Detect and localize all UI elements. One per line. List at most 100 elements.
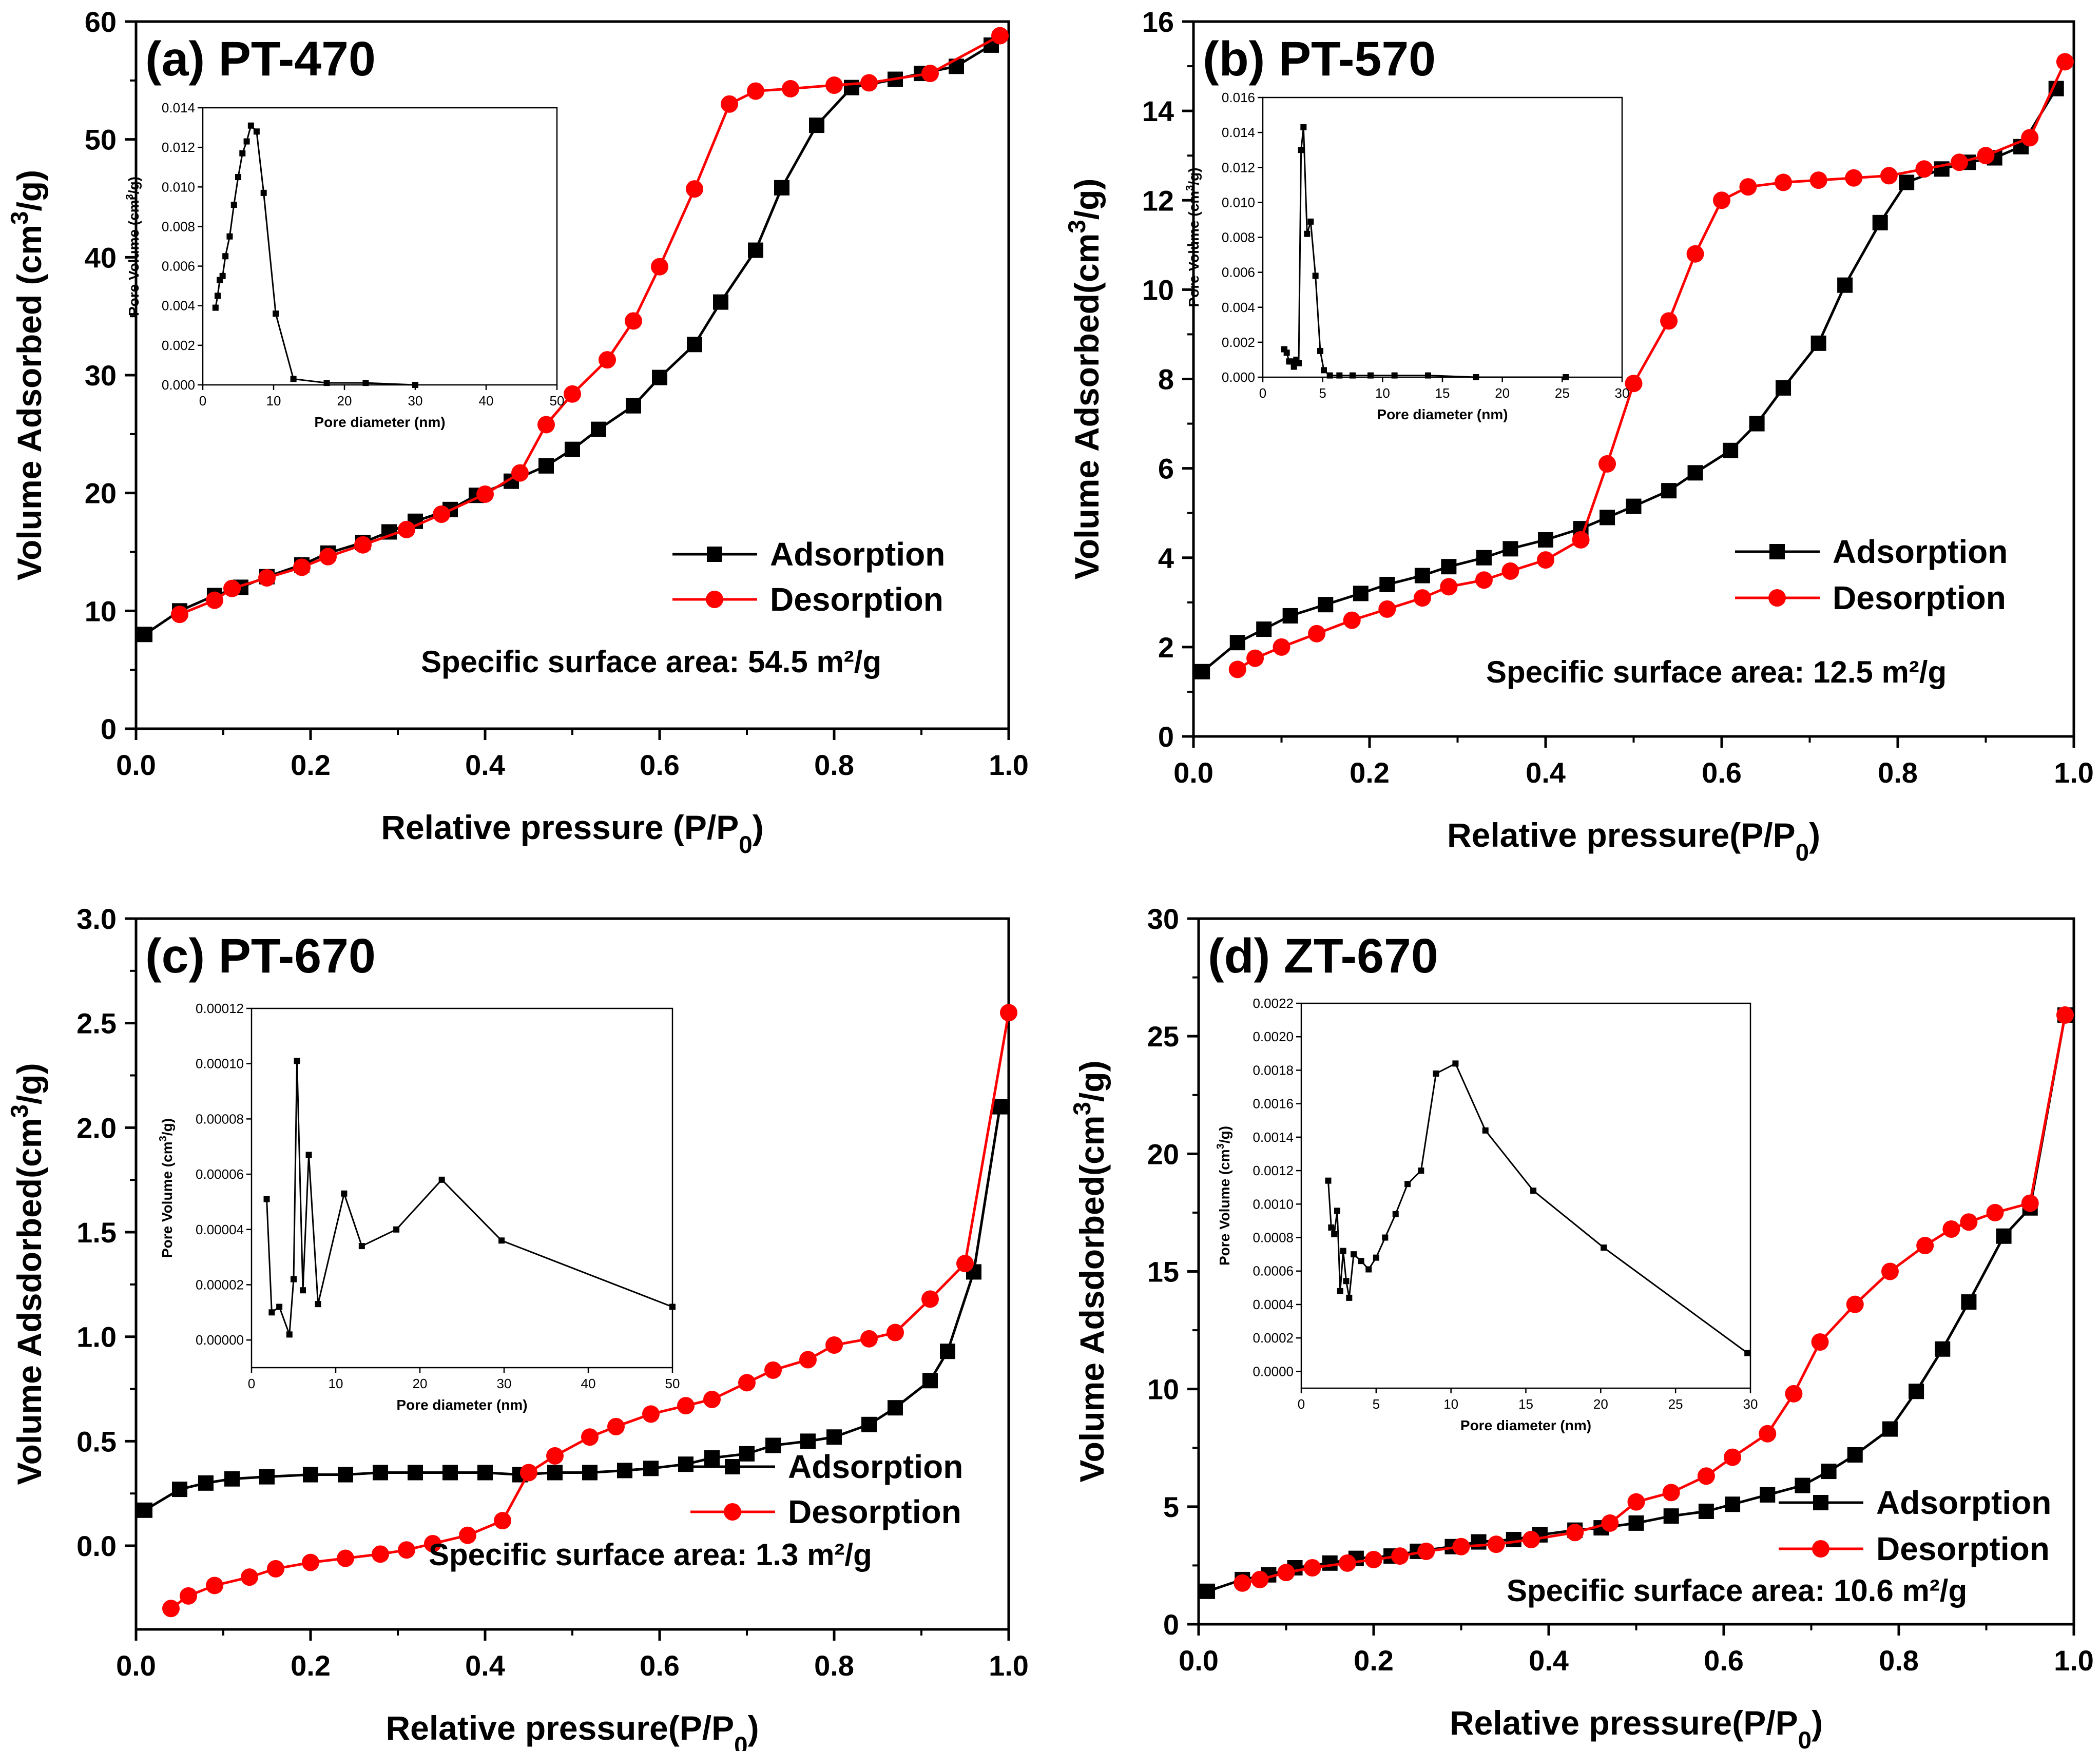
data-point: [338, 1467, 353, 1483]
inset-data-point: [1425, 372, 1431, 379]
data-point: [1809, 171, 1827, 189]
inset-data-point: [219, 273, 226, 279]
data-point: [2021, 129, 2039, 147]
inset-x-tick-label: 40: [581, 1376, 596, 1391]
inset-data-point: [1317, 347, 1323, 354]
inset-y-axis-title: Pore Volume (cm3/g): [158, 1118, 175, 1258]
data-point: [224, 1471, 240, 1487]
inset-data-point: [1530, 1188, 1537, 1194]
inset-y-tick-label: 0.014: [1222, 125, 1255, 140]
inset-y-tick-label: 0.0004: [1253, 1297, 1294, 1312]
y-tick-label: 16: [1142, 6, 1174, 38]
inset-data-point: [1300, 124, 1307, 130]
inset-x-tick-label: 10: [1375, 385, 1390, 401]
series-desorption: [1228, 53, 2074, 678]
data-point: [1725, 1496, 1741, 1512]
y-tick-label: 14: [1142, 95, 1174, 127]
legend-marker: [1813, 1495, 1828, 1510]
inset-x-axis-title: Pore diameter (nm): [1460, 1417, 1591, 1433]
data-point: [1698, 1504, 1714, 1519]
legend-marker: [1769, 544, 1785, 559]
inset-x-tick-label: 0: [1298, 1396, 1305, 1412]
data-point: [354, 536, 372, 554]
data-point: [677, 1397, 695, 1415]
data-point: [1811, 1333, 1829, 1351]
data-point: [643, 1461, 659, 1476]
inset-y-tick-label: 0.0014: [1253, 1130, 1294, 1145]
inset-x-tick-label: 20: [1495, 385, 1510, 401]
data-point: [1837, 277, 1853, 293]
data-point: [547, 1465, 563, 1481]
inset-x-tick-label: 15: [1435, 385, 1450, 401]
data-point: [1881, 1262, 1899, 1280]
inset-data-point: [1328, 1224, 1335, 1231]
inset-data-point: [1601, 1244, 1607, 1251]
series-adsorption: [137, 1099, 1008, 1518]
data-point: [459, 1526, 476, 1544]
data-point: [223, 579, 241, 597]
series-line: [144, 44, 992, 636]
data-point: [1760, 1487, 1776, 1503]
data-point: [1338, 1554, 1356, 1572]
data-point: [625, 312, 642, 330]
data-point: [686, 180, 703, 198]
inset-data-point: [1343, 1278, 1350, 1285]
y-tick-label: 0: [101, 713, 117, 745]
inset-y-tick-label: 0.0006: [1253, 1263, 1294, 1279]
inset-data-point: [1288, 358, 1295, 365]
panel-title: (b) PT-570: [1203, 32, 1436, 86]
inset-data-point: [1473, 374, 1479, 380]
inset-x-tick-label: 0: [1259, 385, 1266, 401]
data-point: [1810, 335, 1826, 351]
y-tick-label: 0: [1163, 1608, 1179, 1641]
data-point: [703, 1390, 721, 1408]
data-point: [1915, 160, 1933, 178]
x-tick-label: 0.0: [1173, 756, 1213, 789]
x-axis-title: Relative pressure (P/P0): [381, 808, 763, 859]
x-tick-label: 1.0: [2054, 756, 2094, 789]
inset-y-tick-label: 0.00000: [196, 1332, 244, 1348]
data-point: [1625, 375, 1643, 393]
data-point: [1723, 442, 1739, 458]
inset-x-tick-label: 50: [665, 1376, 680, 1391]
data-point: [844, 80, 859, 95]
x-tick-label: 0.4: [1526, 756, 1566, 789]
data-point: [1713, 191, 1730, 209]
data-point: [713, 294, 728, 310]
data-point: [651, 258, 668, 276]
y-tick-label: 8: [1158, 363, 1174, 396]
data-point: [1501, 562, 1519, 580]
data-point: [494, 1512, 511, 1530]
data-point: [1662, 1484, 1680, 1502]
inset-data-point: [243, 138, 250, 145]
surface-area-annotation: Specific surface area: 1.3 m²/g: [429, 1538, 872, 1572]
inset-data-point: [323, 380, 330, 386]
inset-data-point: [230, 202, 237, 208]
data-point: [1200, 1583, 1216, 1599]
inset-data-point: [362, 380, 369, 386]
inset-x-tick-label: 5: [1373, 1396, 1380, 1412]
data-point: [442, 1465, 458, 1481]
data-point: [607, 1417, 625, 1435]
x-tick-label: 0.4: [1529, 1644, 1569, 1677]
inset-data-point: [1744, 1350, 1751, 1356]
data-point: [1935, 1341, 1951, 1357]
data-point: [1195, 664, 1210, 679]
data-point: [1572, 531, 1590, 549]
data-point: [782, 80, 799, 98]
x-tick-label: 0.4: [465, 1649, 505, 1682]
data-point: [591, 421, 606, 437]
data-point: [319, 548, 337, 566]
data-point: [1537, 551, 1554, 569]
inset-y-tick-label: 0.016: [1222, 90, 1255, 105]
inset-y-tick-label: 0.002: [1222, 335, 1255, 350]
inset-data-point: [1358, 1258, 1364, 1264]
inset-chart: 0 5 10 15 20 25 30 0.0000 0.0002 0.0004 0.0006 0.00…: [1215, 996, 1758, 1433]
legend-label-desorption: Desorption: [1876, 1530, 2050, 1567]
legend: Adsorption Desorption: [690, 1448, 963, 1530]
legend-label-adsorption: Adsorption: [788, 1448, 963, 1485]
data-point: [1417, 1542, 1435, 1560]
x-tick-label: 1.0: [2054, 1644, 2094, 1677]
x-axis-title: Relative pressure(P/P0): [1447, 816, 1820, 866]
inset-data-point: [498, 1237, 505, 1244]
